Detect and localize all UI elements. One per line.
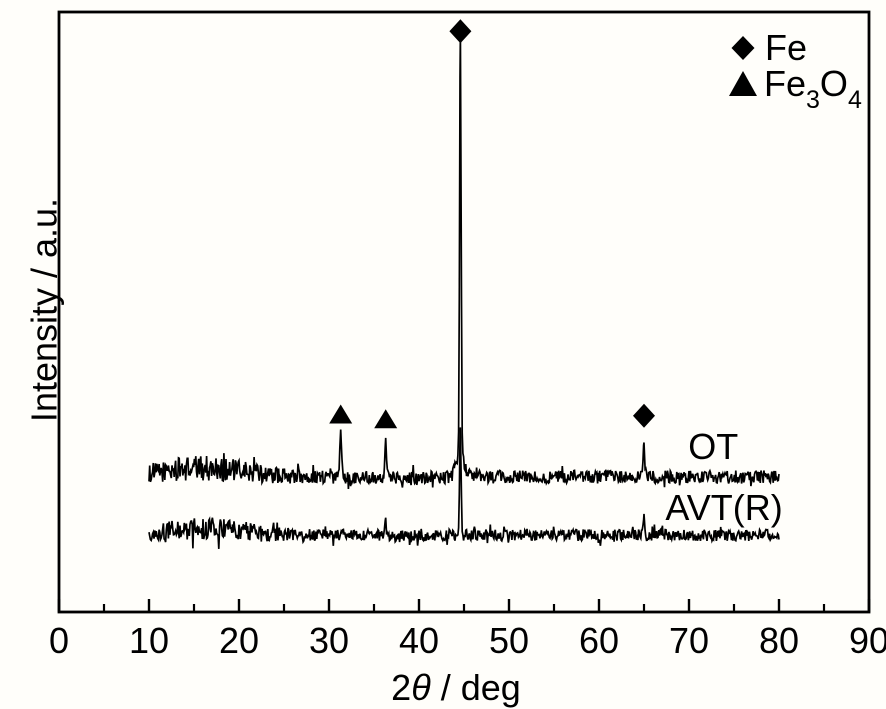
trace-ot bbox=[148, 33, 780, 490]
fe3o4-peak-marker-icon bbox=[329, 404, 353, 424]
legend-label-fe3o4: Fe3O4 bbox=[764, 63, 862, 114]
x-axis-tick-labels: 0 10 20 30 40 50 60 70 80 90 bbox=[49, 620, 886, 661]
x-tick-label: 50 bbox=[489, 620, 529, 661]
fe3o4-triangle-legend-icon bbox=[729, 71, 757, 96]
fe-peak-marker-icon bbox=[633, 403, 655, 428]
legend-label-fe: Fe bbox=[765, 27, 807, 68]
x-axis-ticks bbox=[57, 599, 871, 612]
x-tick-label: 60 bbox=[579, 620, 619, 661]
theta-symbol: θ bbox=[411, 667, 431, 708]
peak-phase-markers bbox=[329, 19, 655, 429]
x-axis-title-prefix: 2 bbox=[391, 667, 411, 708]
x-tick-label: 20 bbox=[219, 620, 259, 661]
fe-peak-marker-icon bbox=[449, 19, 472, 44]
x-tick-label: 0 bbox=[49, 620, 69, 661]
fe-diamond-legend-icon bbox=[731, 36, 755, 60]
legend: Fe Fe3O4 bbox=[729, 27, 862, 114]
x-axis-title: 2θ / deg bbox=[391, 667, 521, 708]
fe3o4-sub2: 4 bbox=[848, 86, 862, 114]
x-tick-label: 10 bbox=[129, 620, 169, 661]
trace-avt-r bbox=[148, 427, 780, 549]
fe3o4-sub1: 3 bbox=[806, 86, 820, 114]
x-tick-label: 90 bbox=[849, 620, 886, 661]
x-tick-label: 30 bbox=[309, 620, 349, 661]
y-axis-title: Intensity / a.u. bbox=[24, 198, 65, 422]
x-axis-title-suffix: / deg bbox=[431, 667, 521, 708]
fe3o4-base1: Fe bbox=[764, 63, 806, 104]
fe3o4-base2: O bbox=[820, 63, 848, 104]
x-tick-label: 40 bbox=[399, 620, 439, 661]
series-label-avt-r: AVT(R) bbox=[665, 487, 782, 528]
diffraction-traces bbox=[148, 33, 780, 549]
x-tick-label: 80 bbox=[759, 620, 799, 661]
fe3o4-peak-marker-icon bbox=[374, 409, 398, 429]
series-label-ot: OT bbox=[688, 426, 738, 467]
x-tick-label: 70 bbox=[669, 620, 709, 661]
